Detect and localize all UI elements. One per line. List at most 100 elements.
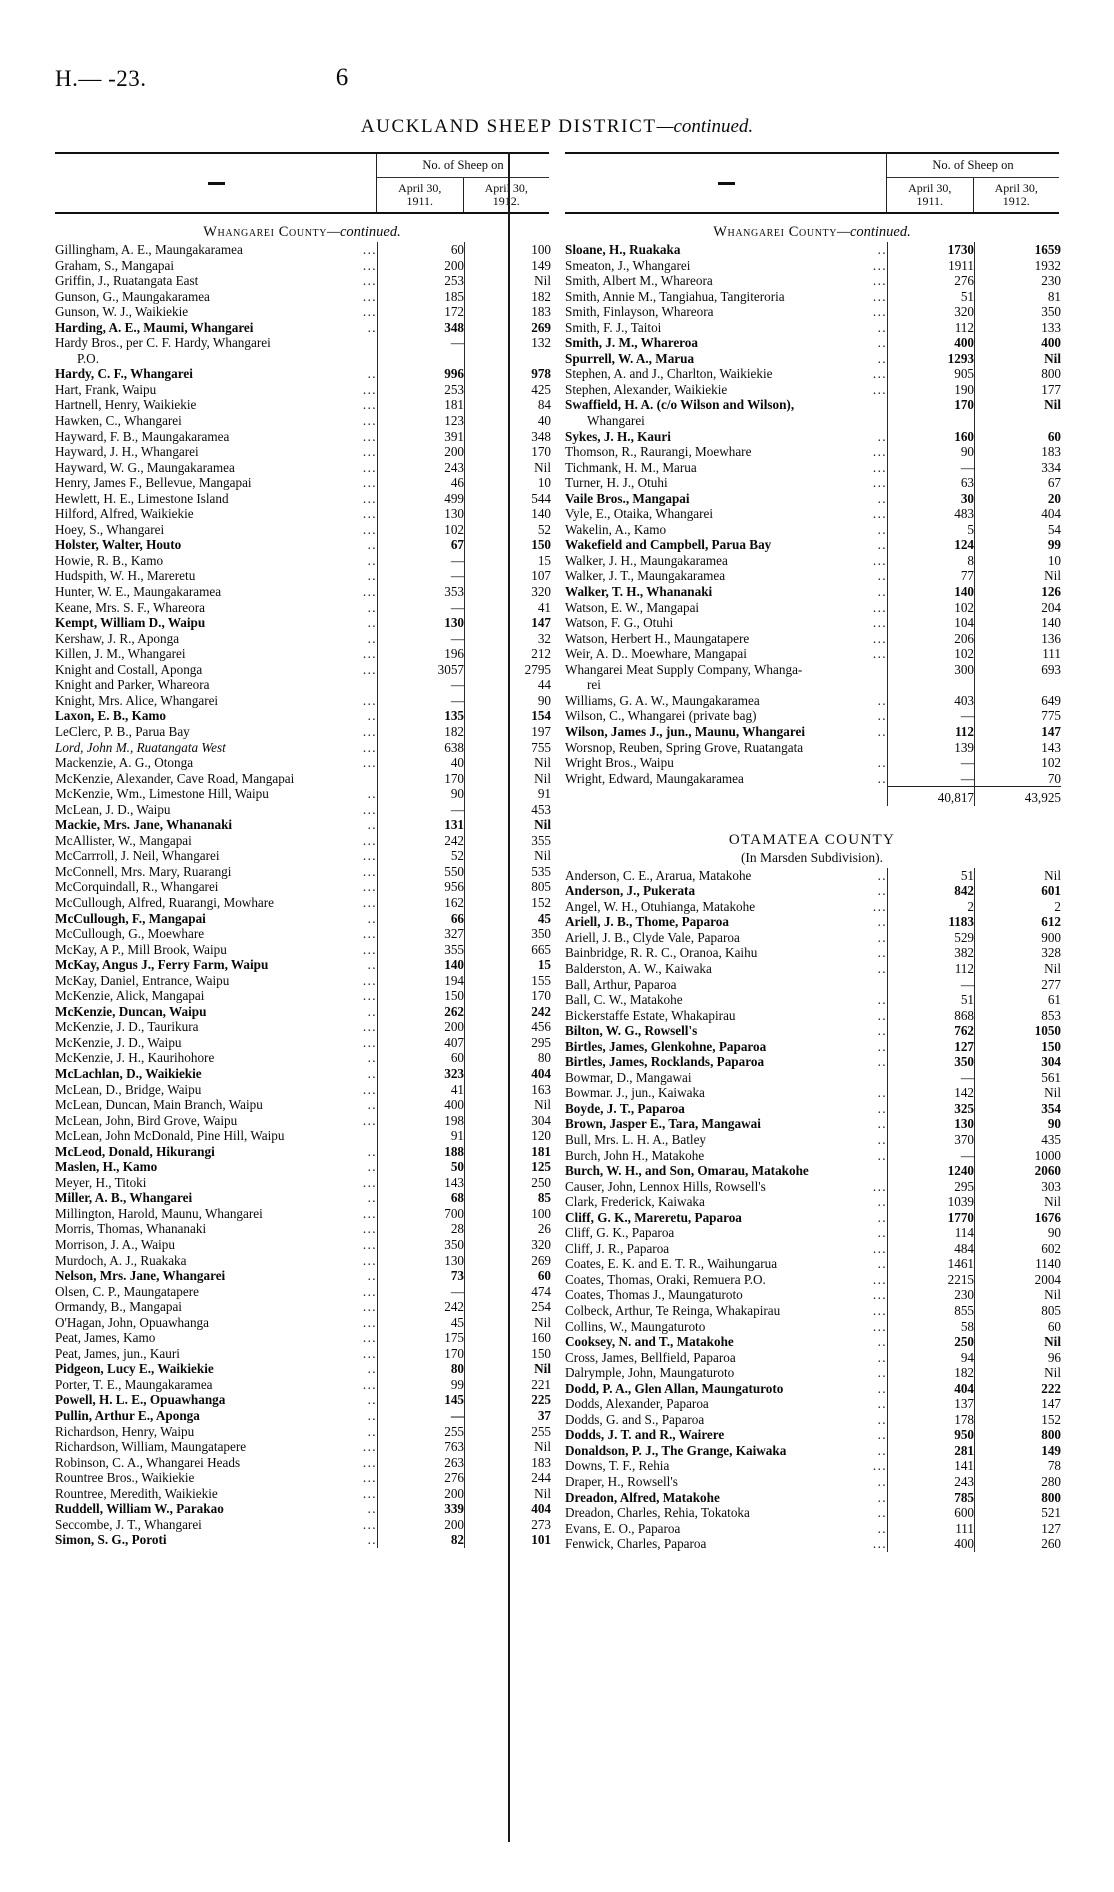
- sheep-count-1911: 28: [377, 1221, 465, 1237]
- owner-name-cell: Wright Bros., Waipu: [565, 755, 674, 771]
- sheep-count-1912: 70: [974, 770, 1061, 787]
- owner-name-cell: Hardy, C. F., Whangarei: [55, 366, 193, 382]
- sheep-count-1912: 474: [464, 1283, 551, 1300]
- leader-dots: ...: [872, 459, 887, 475]
- sheep-count-1911: —: [887, 459, 975, 476]
- sheep-count-1911: 529: [887, 929, 975, 946]
- table-row: Gunson, G., Maungakaramea... 185 182: [55, 288, 551, 305]
- leader-dots: ..: [367, 1268, 377, 1284]
- leader-dots: ...: [362, 848, 377, 864]
- table-row: Knight, Mrs. Alice, Whangarei... —90: [55, 692, 551, 709]
- owner-name-cell: Watson, F. G., Otuhi: [565, 615, 674, 631]
- owner-name-cell: Kershaw, J. R., Aponga: [55, 630, 180, 646]
- leader-dots: ..: [877, 537, 887, 553]
- leader-dots: ..: [877, 1474, 887, 1490]
- sheep-count-1912: 334: [974, 459, 1061, 476]
- sheep-count-1911: 127: [887, 1038, 975, 1055]
- table-row: McAllister, W., Mangapai... 242 355: [55, 832, 551, 849]
- owner-name-cell: Draper, H., Rowsell's: [565, 1474, 678, 1490]
- sheep-count-1912: 350: [974, 304, 1061, 320]
- owner-name-cell: McKenzie, J. D., Waipu: [55, 1034, 182, 1050]
- leader-dots: ..: [877, 1194, 887, 1210]
- leader-dots: ..: [877, 490, 887, 506]
- left-sheep-on-label: No. of Sheep on: [377, 154, 549, 178]
- owner-name-cell: McCullough, F., Mangapai: [55, 910, 206, 926]
- sheep-count-1911: 51: [887, 288, 975, 305]
- table-row: Richardson, Henry, Waipu.. 255 255: [55, 1423, 551, 1440]
- sheep-count-1911: 956: [377, 879, 465, 895]
- owner-name-cell: Smith, F. J., Taitoi: [565, 319, 662, 335]
- leader-dots: ...: [362, 506, 377, 522]
- table-row: Bowmar, D., Mangawai —561: [565, 1069, 1061, 1086]
- owner-name-cell: Sykes, J. H., Kauri: [565, 428, 671, 444]
- leader-dots: ..: [877, 1225, 887, 1241]
- leader-dots: ..: [877, 1256, 887, 1272]
- sheep-count-1911: —: [377, 599, 465, 616]
- table-row: Porter, T. E., Maungakaramea... 99 221: [55, 1376, 551, 1393]
- left-sheep-count-header: No. of Sheep on April 30, 1911. April 30…: [376, 154, 549, 212]
- sheep-count-1911: 638: [377, 739, 465, 756]
- sheep-count-1912: 1000: [974, 1147, 1061, 1164]
- leader-dots: ...: [362, 1019, 377, 1035]
- owner-name-cell: Laxon, E. B., Kamo: [55, 708, 167, 724]
- leader-dots: [857, 413, 888, 429]
- column-divider: [508, 152, 510, 1842]
- table-row: Stephen, Alexander, Waikiekie... 190 177: [565, 381, 1061, 398]
- leader-dots: ..: [877, 1442, 887, 1458]
- masthead: H.— -23. 6: [0, 64, 1114, 100]
- table-row: Whangarei Meat Supply Company, Whanga- 30…: [565, 661, 1061, 678]
- table-row: Draper, H., Rowsell's.. 243 280: [565, 1474, 1061, 1490]
- owner-name-cell: McLachlan, D., Waikiekie: [55, 1065, 202, 1081]
- sheep-count-1911: 141: [887, 1458, 975, 1475]
- sheep-count-1911: 263: [377, 1454, 465, 1471]
- sheep-count-1911: 242: [377, 1299, 465, 1315]
- table-row: Richardson, William, Maungatapere... 763 N…: [55, 1439, 551, 1455]
- owner-name-cell: Weir, A. D.. Moewhare, Mangapai: [565, 646, 747, 662]
- sheep-count-1912: 100: [464, 242, 551, 258]
- owner-name-cell: Hartnell, Henry, Waikiekie: [55, 397, 197, 413]
- leader-dots: ...: [362, 521, 377, 537]
- owner-name-cell: Gunson, W. J., Waikiekie: [55, 304, 189, 320]
- table-row: Ruddell, William W., Parakao.. 339 404: [55, 1501, 551, 1517]
- owner-name-cell: Millington, Harold, Maunu, Whangarei: [55, 1205, 263, 1221]
- table-row: McLean, John McDonald, Pine Hill, Waipu 9…: [55, 1128, 551, 1144]
- sheep-count-1911: 2: [887, 898, 975, 915]
- leader-dots: ...: [362, 381, 377, 397]
- owner-name-cell: McCarrroll, J. Neil, Whangarei: [55, 848, 220, 864]
- leader-dots: ...: [362, 1112, 377, 1128]
- owner-name-cell: McConnell, Mrs. Mary, Ruarangi: [55, 863, 232, 879]
- sheep-count-1912: 535: [464, 863, 551, 880]
- leader-dots: ...: [362, 459, 377, 475]
- table-row: Hart, Frank, Waipu... 253 425: [55, 381, 551, 398]
- sheep-count-1911: 111: [887, 1520, 975, 1537]
- leader-dots: ...: [362, 1252, 377, 1268]
- sheep-count-1912: 182: [464, 288, 551, 305]
- sheep-count-1911: 63: [887, 475, 975, 491]
- sheep-count-1912: 255: [464, 1423, 551, 1440]
- table-row: Swaffield, H. A. (c/o Wilson and Wilson)…: [565, 397, 1061, 414]
- table-row: Hewlett, H. E., Limestone Island... 499 54…: [55, 490, 551, 507]
- table-row: Lord, John M., Ruatangata West... 638 755: [55, 739, 551, 756]
- table-row: Vyle, E., Otaika, Whangarei... 483 404: [565, 506, 1061, 522]
- leader-dots: ...: [872, 444, 887, 460]
- table-row: Simon, S. G., Poroti.. 82 101: [55, 1532, 551, 1548]
- sheep-count-1912: 400: [974, 335, 1061, 351]
- sheep-count-1912: 453: [464, 801, 551, 818]
- sheep-count-1912: Nil: [464, 1097, 551, 1113]
- owner-name-cell: Clark, Frederick, Kaiwaka: [565, 1194, 705, 1210]
- sheep-count-1911: 91: [377, 1128, 465, 1144]
- sheep-count-1912: 222: [974, 1380, 1061, 1397]
- leader-dots: ...: [362, 1299, 377, 1315]
- table-row: P.O.: [55, 350, 551, 367]
- sheep-count-1912: 561: [974, 1069, 1061, 1086]
- sheep-count-1912: 90: [464, 692, 551, 709]
- leader-dots: ..: [877, 883, 887, 899]
- sheep-count-1912: 800: [974, 1489, 1061, 1506]
- sheep-count-1911: 200: [377, 1485, 465, 1502]
- sheep-count-1912: Nil: [974, 1194, 1061, 1210]
- table-row: Watson, F. G., Otuhi... 104 140: [565, 615, 1061, 631]
- table-row: Holster, Walter, Houto.. 67 150: [55, 537, 551, 553]
- sheep-count-1912: 212: [464, 646, 551, 662]
- sheep-count-1911: —: [887, 976, 975, 993]
- table-row: Smeaton, J., Whangarei... 1911 1932: [565, 257, 1061, 274]
